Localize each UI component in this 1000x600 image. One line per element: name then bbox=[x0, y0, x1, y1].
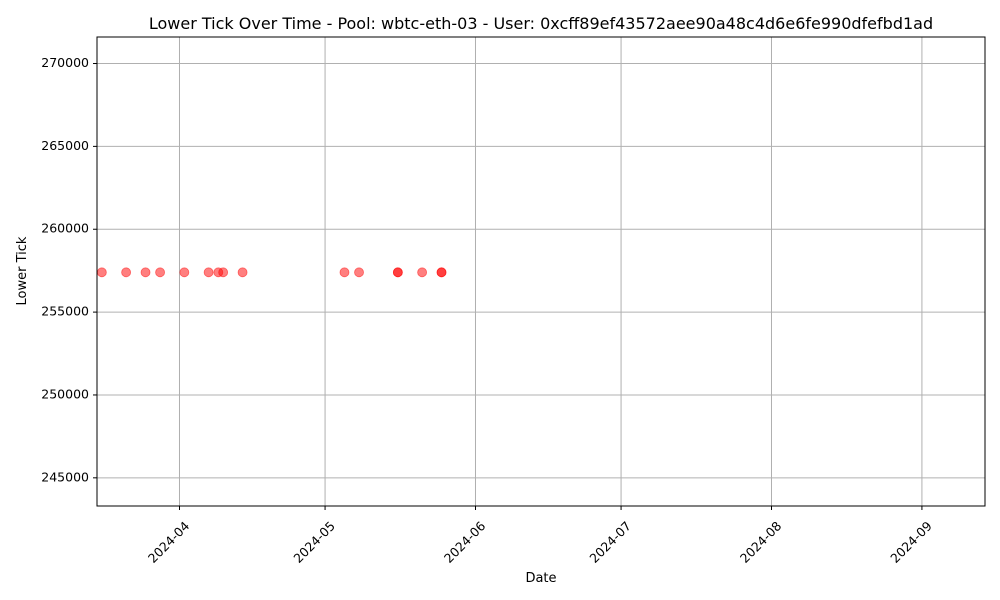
y-tick-label: 250000 bbox=[41, 386, 89, 401]
scatter-point bbox=[121, 267, 132, 278]
scatter-point bbox=[237, 267, 248, 278]
y-tick-label: 265000 bbox=[41, 138, 89, 153]
x-axis-label: Date bbox=[525, 571, 556, 586]
y-tick-label: 245000 bbox=[41, 469, 89, 484]
y-tick-label: 260000 bbox=[41, 221, 89, 236]
scatter-point bbox=[140, 267, 151, 278]
y-tick-label: 270000 bbox=[41, 55, 89, 70]
scatter-point bbox=[203, 267, 214, 278]
plot-frame bbox=[96, 36, 986, 507]
chart-title: Lower Tick Over Time - Pool: wbtc-eth-03… bbox=[149, 14, 933, 33]
scatter-point bbox=[392, 267, 403, 278]
y-axis-label: Lower Tick bbox=[15, 236, 30, 305]
scatter-point bbox=[339, 267, 350, 278]
scatter-point bbox=[417, 267, 428, 278]
scatter-point bbox=[354, 267, 364, 278]
y-tick-label: 255000 bbox=[41, 304, 89, 319]
scatter-points bbox=[96, 267, 447, 278]
scatter-point bbox=[155, 267, 165, 278]
scatter-point bbox=[179, 267, 190, 278]
scatter-point bbox=[218, 267, 229, 278]
scatter-point bbox=[436, 267, 447, 278]
grid bbox=[97, 37, 985, 506]
scatter-point bbox=[96, 267, 107, 278]
